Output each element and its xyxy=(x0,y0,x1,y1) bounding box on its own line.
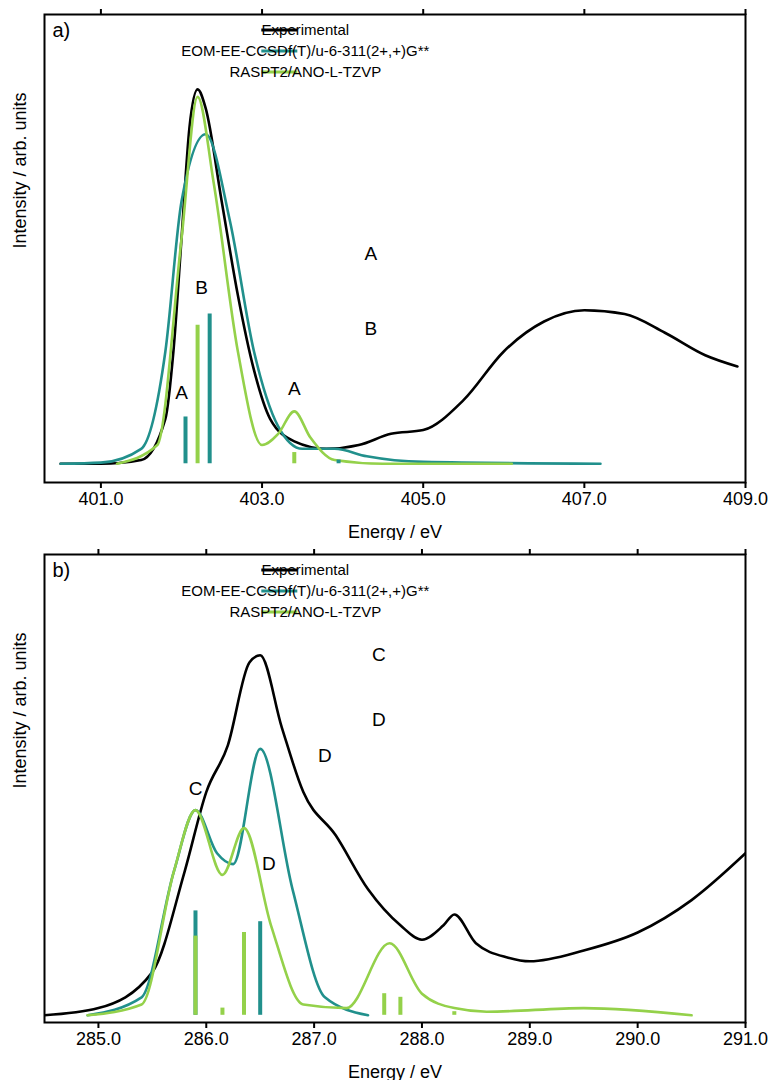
svg-text:a): a) xyxy=(53,19,71,41)
svg-text:285.0: 285.0 xyxy=(76,1029,121,1049)
svg-text:287.0: 287.0 xyxy=(292,1029,337,1049)
svg-text:409.0: 409.0 xyxy=(723,489,768,509)
svg-text:401.0: 401.0 xyxy=(78,489,123,509)
svg-text:405.0: 405.0 xyxy=(401,489,446,509)
svg-text:A: A xyxy=(364,243,377,264)
svg-text:Experimental: Experimental xyxy=(262,561,350,578)
svg-text:407.0: 407.0 xyxy=(562,489,607,509)
svg-text:D: D xyxy=(372,709,386,730)
svg-text:RASPT2/ANO-L-TZVP: RASPT2/ANO-L-TZVP xyxy=(229,603,381,620)
svg-text:Energy / eV: Energy / eV xyxy=(348,1062,442,1081)
svg-text:EOM-EE-CCSDf(T)/u-6-311(2+,+)G: EOM-EE-CCSDf(T)/u-6-311(2+,+)G** xyxy=(181,582,429,599)
svg-text:D: D xyxy=(262,853,276,874)
svg-text:288.0: 288.0 xyxy=(399,1029,444,1049)
svg-text:Intensity / arb. units: Intensity / arb. units xyxy=(10,92,30,248)
svg-text:A: A xyxy=(288,378,301,399)
svg-text:Energy / eV: Energy / eV xyxy=(348,522,442,541)
svg-text:Intensity / arb. units: Intensity / arb. units xyxy=(10,632,30,788)
svg-text:D: D xyxy=(318,745,332,766)
svg-text:RASPT2/ANO-L-TZVP: RASPT2/ANO-L-TZVP xyxy=(229,63,381,80)
svg-text:290.0: 290.0 xyxy=(615,1029,660,1049)
svg-text:B: B xyxy=(364,318,377,339)
svg-text:Experimental: Experimental xyxy=(262,21,350,38)
svg-text:A: A xyxy=(175,382,188,403)
svg-text:B: B xyxy=(195,277,208,298)
svg-text:403.0: 403.0 xyxy=(240,489,285,509)
svg-text:EOM-EE-CCSDf(T)/u-6-311(2+,+)G: EOM-EE-CCSDf(T)/u-6-311(2+,+)G** xyxy=(181,42,429,59)
svg-text:C: C xyxy=(372,644,386,665)
svg-text:291.0: 291.0 xyxy=(723,1029,768,1049)
svg-text:289.0: 289.0 xyxy=(507,1029,552,1049)
svg-text:286.0: 286.0 xyxy=(184,1029,229,1049)
svg-text:b): b) xyxy=(53,559,71,581)
svg-text:C: C xyxy=(189,778,203,799)
